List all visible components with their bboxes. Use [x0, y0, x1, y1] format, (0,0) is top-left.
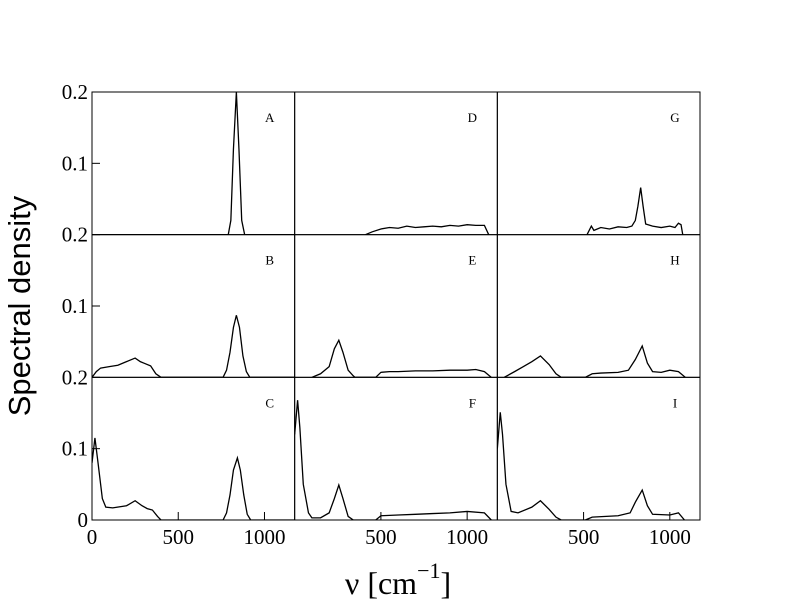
y-tick-label: 0.1 [62, 294, 88, 318]
panel-frame [294, 376, 498, 521]
y-tick-label: 0 [78, 508, 89, 532]
x-tick-label: 500 [365, 525, 397, 549]
x-tick-label: 0 [87, 525, 98, 549]
panel-label: H [670, 253, 679, 268]
panel-label: E [468, 253, 476, 268]
x-label-text: ν [cm [345, 565, 417, 601]
panel-label: I [673, 395, 677, 410]
panel-label: B [265, 253, 274, 268]
x-tick-label: 1000 [243, 525, 285, 549]
panel-label: C [265, 395, 274, 410]
spectrum-line [497, 412, 685, 521]
panel-label: F [469, 395, 476, 410]
x-tick-label: 500 [568, 525, 600, 549]
y-tick-label: 0.1 [62, 151, 88, 175]
spectrum-line [503, 344, 686, 378]
spectrum-line [586, 187, 684, 235]
x-tick-label: 1000 [649, 525, 691, 549]
spectrum-line [365, 224, 490, 235]
x-label-text: ] [440, 565, 451, 601]
y-axis-label: Spectral density [2, 195, 37, 416]
panel-label: A [265, 110, 275, 125]
panel-frame [91, 376, 296, 521]
y-tick-label: 0.2 [62, 365, 88, 389]
panel-label: D [468, 110, 477, 125]
spectrum-line [92, 437, 295, 521]
y-tick-label: 0.1 [62, 437, 88, 461]
x-axis-label: ν [cm−1] [345, 558, 451, 601]
x-tick-label: 1000 [446, 525, 488, 549]
spectrum-line [294, 400, 492, 521]
x-tick-label: 500 [162, 525, 194, 549]
y-tick-label: 0.2 [62, 80, 88, 104]
x-label-superscript: −1 [417, 558, 440, 583]
panel-frame [294, 234, 498, 378]
panel-frame [91, 234, 296, 378]
panel-label: G [670, 110, 679, 125]
spectrum-line [311, 338, 492, 378]
spectrum-line [92, 92, 295, 235]
y-tick-label: 0.2 [62, 223, 88, 247]
panel-frame [496, 376, 701, 521]
spectrum-line [92, 315, 295, 378]
